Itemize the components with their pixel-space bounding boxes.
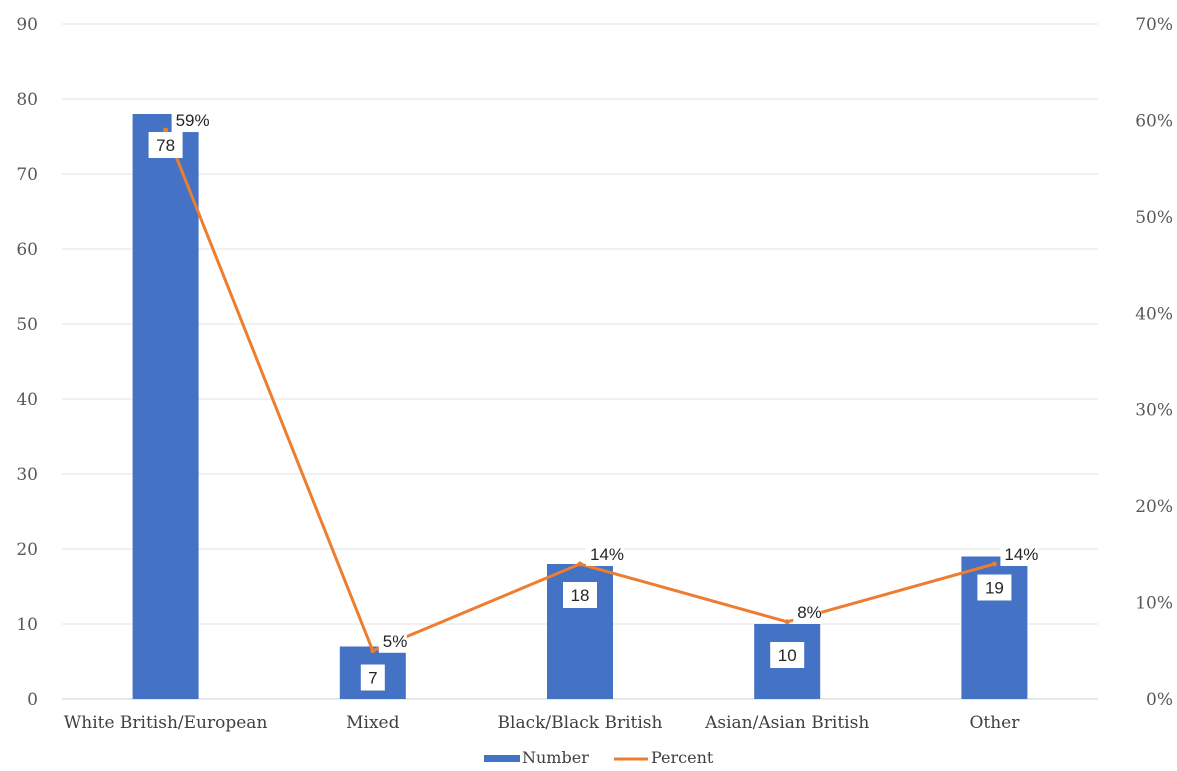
line-label-text: 5%	[383, 632, 408, 651]
bar-label-text: 7	[368, 669, 377, 688]
left-tick-label: 70	[16, 165, 38, 185]
line-label-box	[793, 599, 822, 624]
left-tick-label: 50	[16, 315, 38, 335]
legend-swatch-number	[484, 755, 520, 762]
bar-data-labels: 78 7 18 10 19	[148, 132, 1012, 691]
left-tick-label: 10	[16, 615, 38, 635]
gridlines	[62, 23, 1098, 700]
left-tick-label: 30	[16, 465, 38, 485]
right-tick-label: 40%	[1135, 304, 1173, 324]
line-series-percent	[163, 127, 997, 654]
line-data-labels: 59% 5% 14% 8% 14%	[171, 108, 1038, 653]
percent-point-0	[163, 127, 169, 133]
bar-label-1: 7	[360, 664, 385, 691]
left-tick-label: 40	[16, 390, 38, 410]
line-label-3: 8%	[793, 599, 822, 624]
percent-point-2	[577, 561, 583, 567]
bar-label-text: 19	[985, 579, 1004, 598]
category-label-0: White British/European	[64, 713, 268, 733]
bar-label-3: 10	[770, 642, 805, 668]
right-tick-label: 20%	[1135, 497, 1173, 517]
bar-label-text: 18	[571, 586, 590, 605]
right-tick-label: 50%	[1135, 208, 1173, 228]
legend-label-percent: Percent	[651, 748, 714, 767]
percent-point-3	[784, 619, 790, 625]
category-axis-labels: White British/European Mixed Black/Black B…	[64, 713, 1020, 733]
left-axis-ticks: 0 10 20 30 40 50 60 70 80 90	[16, 15, 38, 710]
category-label-4: Other	[969, 713, 1020, 733]
bar-label-0: 78	[148, 132, 183, 158]
bar-label-box	[770, 642, 805, 668]
left-tick-label: 90	[16, 15, 38, 35]
bar-label-box	[360, 664, 385, 691]
line-label-text: 59%	[176, 111, 210, 130]
right-tick-label: 30%	[1135, 401, 1173, 421]
right-tick-label: 60%	[1135, 111, 1173, 131]
category-label-1: Mixed	[346, 713, 399, 733]
line-label-box	[171, 108, 210, 133]
bar-label-box	[148, 132, 183, 158]
left-tick-label: 20	[16, 540, 38, 560]
bar-series-number	[132, 114, 1028, 699]
left-tick-label: 60	[16, 240, 38, 260]
right-tick-label: 70%	[1135, 15, 1173, 35]
bar-label-box	[563, 582, 597, 608]
line-label-box	[1000, 542, 1039, 566]
right-tick-label: 0%	[1146, 690, 1173, 710]
line-label-box	[586, 542, 624, 566]
bar-0	[132, 114, 199, 699]
left-tick-label: 0	[27, 690, 38, 710]
line-label-1: 5%	[378, 628, 408, 653]
bar-label-text: 78	[156, 136, 175, 155]
category-label-3: Asian/Asian British	[704, 713, 869, 733]
right-axis-ticks: 0% 10% 20% 30% 40% 50% 60% 70%	[1135, 15, 1173, 710]
bar-label-box	[977, 574, 1012, 601]
left-tick-label: 80	[16, 90, 38, 110]
bar-label-2: 18	[563, 582, 597, 608]
line-label-text: 14%	[1004, 545, 1038, 564]
line-label-box	[378, 628, 407, 653]
bar-label-text: 10	[778, 646, 797, 665]
line-label-2: 14%	[586, 542, 624, 566]
legend: Number Percent	[484, 748, 714, 767]
line-label-text: 14%	[590, 545, 624, 564]
legend-label-number: Number	[522, 748, 589, 767]
category-label-2: Black/Black British	[498, 713, 663, 733]
percent-point-1	[370, 648, 376, 654]
legend-item-percent: Percent	[614, 748, 714, 767]
line-label-4: 14%	[1000, 542, 1038, 566]
percent-point-4	[991, 561, 997, 567]
legend-item-number: Number	[484, 748, 589, 767]
right-tick-label: 10%	[1135, 594, 1173, 614]
line-label-text: 8%	[797, 603, 822, 622]
bar-label-4: 19	[977, 574, 1012, 601]
line-label-0: 59%	[171, 108, 210, 133]
